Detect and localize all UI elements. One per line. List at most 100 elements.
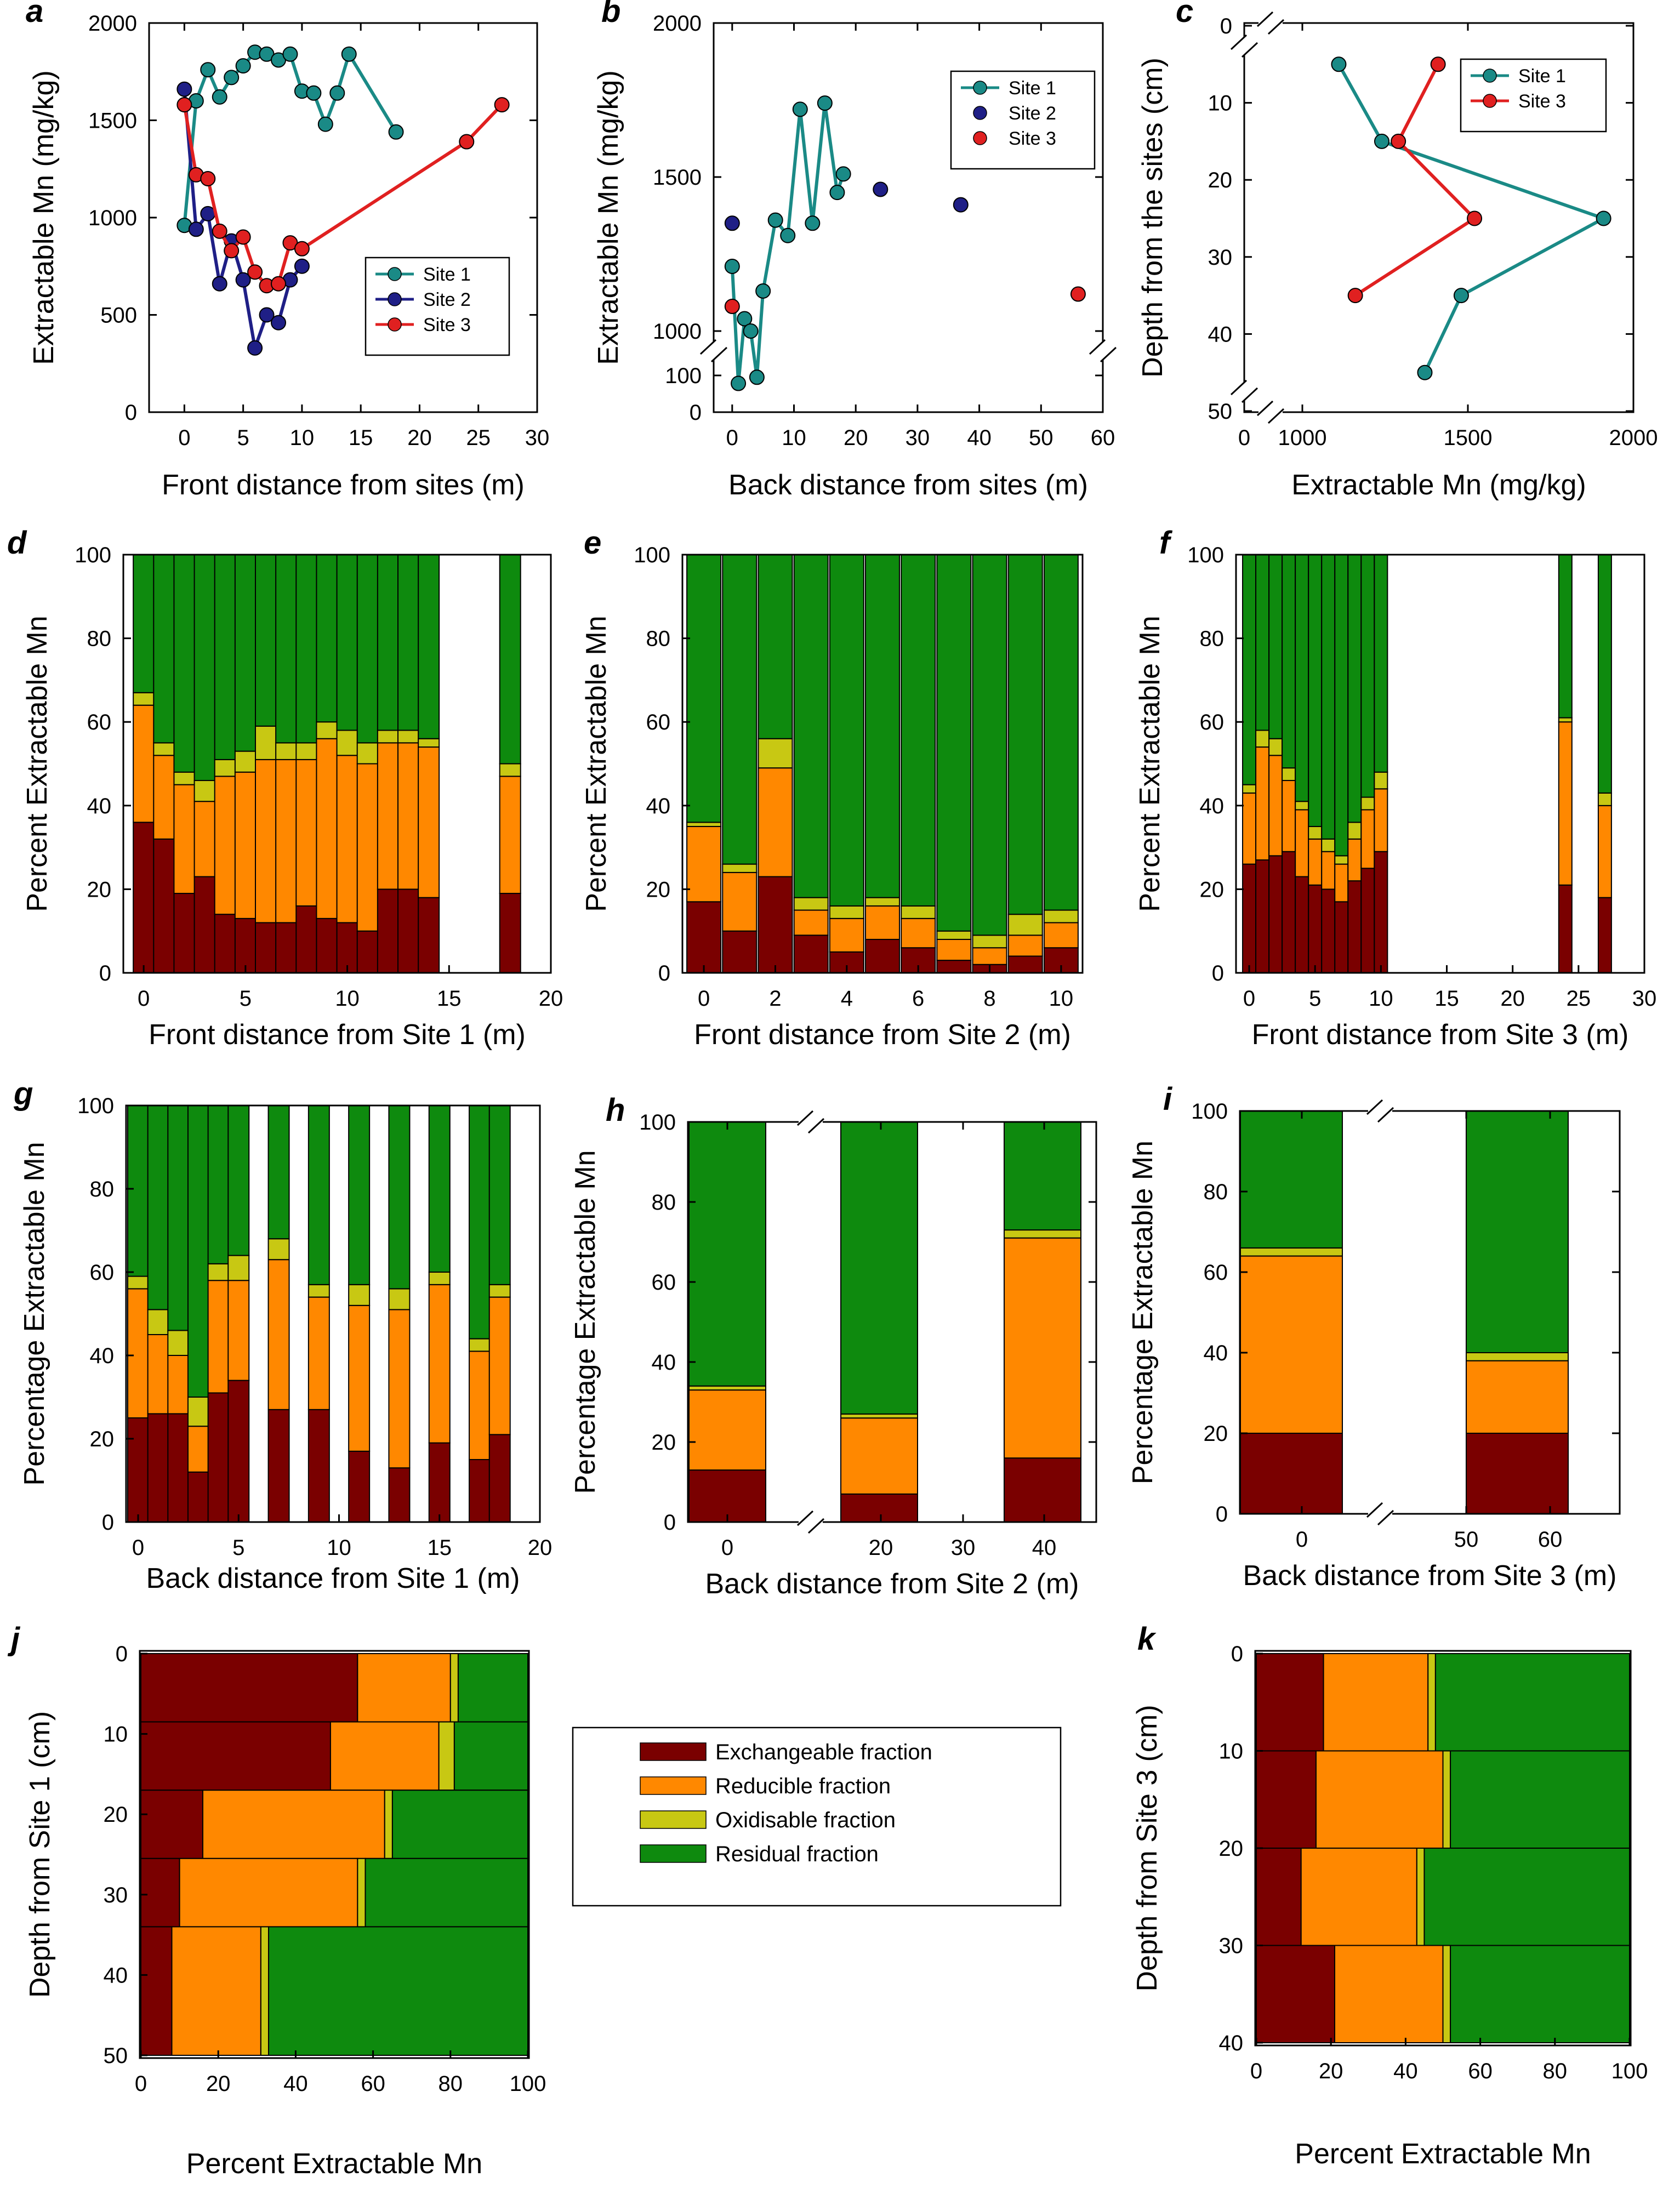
x-tick-label: 4 (841, 987, 853, 1011)
x-tick-label: 1500 (1444, 426, 1493, 450)
bar-exchangeable (488, 1434, 511, 1523)
bar-exchangeable (1007, 955, 1043, 973)
x-tick-label: 60 (1538, 1528, 1563, 1552)
series-line (730, 101, 845, 385)
bar-exchangeable (1256, 1750, 1317, 1849)
legend-marker (388, 317, 402, 332)
bar-exchangeable (1308, 884, 1323, 974)
x-tick-label: 5 (232, 1536, 244, 1560)
y-tick-label: 2000 (88, 12, 137, 36)
x-tick-label: 0 (1296, 1528, 1308, 1552)
y-tick-label: 0 (99, 961, 111, 985)
y-tick-label: 10 (1219, 1740, 1244, 1764)
axis-break-mark (1089, 339, 1106, 355)
bar-residual (275, 554, 298, 744)
bar-reducible (1300, 1848, 1417, 1946)
bar-reducible (865, 905, 900, 940)
bar-exchangeable (147, 1413, 169, 1523)
y-tick-label: 40 (1219, 2031, 1244, 2055)
data-point (329, 85, 345, 101)
bar-residual (356, 554, 379, 744)
y-tick-label: 50 (1208, 400, 1233, 424)
x-tick-label: 50 (1029, 426, 1053, 450)
bar-exchangeable (1334, 901, 1349, 974)
bar-oxidisable (1004, 1229, 1081, 1239)
axis-break-mark (1377, 1107, 1394, 1123)
y-tick-label: 100 (634, 543, 670, 567)
legend-label: Site 3 (1518, 91, 1566, 112)
y-tick-label: 0 (1231, 1642, 1243, 1666)
data-point (259, 307, 275, 323)
bar-oxidisable (1321, 838, 1336, 852)
bar-oxidisable (214, 759, 236, 777)
bar-exchangeable (275, 922, 298, 973)
bar-reducible (1315, 1750, 1444, 1849)
x-tick-label: 20 (1319, 2059, 1343, 2083)
axis-break-mark (1241, 387, 1258, 403)
data-point (953, 197, 969, 213)
x-tick-label: 15 (427, 1536, 452, 1560)
y-tick-label: 60 (87, 710, 112, 734)
x-tick-label: 40 (283, 2072, 308, 2096)
bar-exchangeable (1256, 1945, 1336, 2043)
y-tick-label: 20 (104, 1803, 128, 1827)
axis-break-mark-gap (1232, 37, 1256, 55)
bar-residual (453, 1721, 528, 1791)
bar-exchangeable (1268, 855, 1283, 973)
bar-reducible (1360, 809, 1375, 869)
bar-reducible (840, 1417, 918, 1495)
bar-residual (686, 554, 722, 823)
y-tick-label: 20 (87, 877, 112, 902)
panel-label: j (7, 1621, 21, 1657)
y-tick-label: 60 (1204, 1261, 1228, 1285)
bar-oxidisable (1416, 1848, 1425, 1946)
bar-residual (316, 554, 338, 723)
y-tick-label: 0 (1212, 961, 1224, 985)
bar-oxidisable (384, 1790, 393, 1859)
x-tick-label: 0 (721, 1536, 733, 1560)
bar-exchangeable (348, 1450, 371, 1523)
data-point (1467, 210, 1483, 226)
y-tick-label: 1500 (88, 109, 137, 133)
bar-reducible (1597, 805, 1612, 898)
legend-label: Site 1 (1009, 78, 1056, 99)
x-tick-label: 0 (138, 987, 150, 1011)
bar-reducible (686, 825, 722, 903)
x-tick-label: 30 (525, 426, 550, 450)
bar-reducible (202, 1790, 385, 1859)
bar-residual (1597, 554, 1612, 794)
x-tick-label: 15 (1434, 987, 1459, 1011)
bar-oxidisable (722, 863, 758, 873)
bar-oxidisable (1242, 784, 1257, 794)
x-tick-label: 25 (1567, 987, 1591, 1011)
bar-exchangeable (469, 1459, 491, 1523)
x-axis-label: Extractable Mn (mg/kg) (1291, 469, 1586, 501)
bar-reducible (275, 759, 298, 924)
x-tick-label: 30 (951, 1536, 976, 1560)
bar-reducible (1374, 788, 1388, 852)
bar-reducible (357, 1653, 451, 1723)
bar-residual (1043, 554, 1079, 911)
bar-exchangeable (1242, 863, 1257, 973)
x-tick-label: 0 (132, 1536, 144, 1560)
bar-residual (1282, 554, 1296, 769)
bar-exchangeable (1004, 1457, 1081, 1523)
axis-break-mark (796, 1510, 814, 1526)
x-tick-label: 8 (983, 987, 995, 1011)
legend-label: Exchangeable fraction (715, 1740, 932, 1764)
y-tick-label: 0 (1216, 1502, 1228, 1526)
bar-reducible (972, 947, 1007, 965)
data-point (494, 97, 510, 113)
legend-label: Site 3 (1009, 128, 1056, 149)
x-tick-label: 20 (206, 2072, 231, 2096)
bar-residual (469, 1105, 491, 1340)
bar-exchangeable (140, 1721, 331, 1791)
panel-k: k Percent Extractable Mn Depth from Site 3… (1131, 1621, 1648, 2170)
data-point (829, 185, 845, 201)
axis-break-mark (699, 339, 717, 355)
bar-exchangeable (1240, 1433, 1343, 1514)
x-axis-label: Back distance from Site 3 (m) (1243, 1560, 1617, 1592)
bar-residual (307, 1105, 330, 1285)
bar-exchangeable (1466, 1433, 1569, 1514)
bar-reducible (336, 755, 358, 924)
